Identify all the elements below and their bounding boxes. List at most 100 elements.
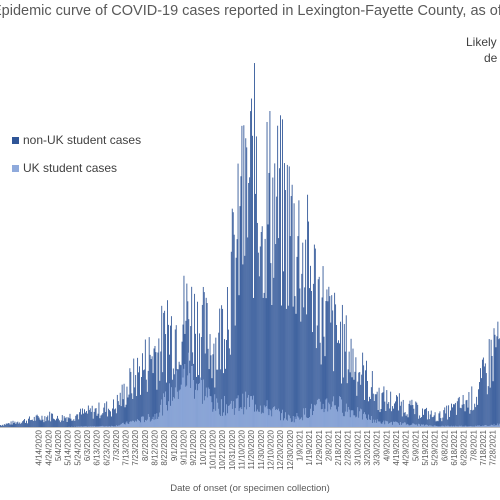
bar-uk: [100, 426, 102, 427]
bar-uk: [92, 426, 94, 427]
bar-non-uk: [218, 332, 220, 427]
bar-non-uk: [39, 419, 41, 427]
bar-uk: [453, 426, 455, 427]
bar-uk: [193, 380, 195, 427]
bar-uk: [234, 408, 236, 427]
bar-uk: [98, 426, 100, 427]
legend: non-UK student cases UK student cases: [12, 132, 141, 188]
legend-swatch-uk: [12, 164, 19, 172]
bar-uk: [451, 425, 452, 427]
bar-uk: [189, 373, 191, 427]
bar-non-uk: [470, 409, 472, 427]
bar-uk: [454, 425, 456, 427]
bar-non-uk: [304, 287, 306, 427]
bar-non-uk: [65, 417, 67, 427]
bar-non-uk: [324, 356, 326, 427]
bar-uk: [489, 425, 491, 427]
bar-non-uk: [20, 423, 22, 427]
bar-uk: [239, 408, 241, 427]
bar-non-uk: [58, 420, 60, 427]
bar-non-uk: [370, 387, 372, 427]
x-tick-label: 1/19/2021: [305, 429, 314, 465]
bar-non-uk: [73, 419, 75, 427]
bar-uk: [120, 424, 122, 427]
bar-non-uk: [28, 418, 29, 427]
bar-non-uk: [486, 394, 488, 427]
bar-uk: [252, 399, 253, 427]
bar-non-uk: [195, 333, 196, 427]
bar-uk: [83, 426, 84, 427]
bar-uk: [356, 416, 358, 427]
bar-uk: [430, 425, 432, 427]
x-tick-label: 4/24/2020: [44, 429, 53, 465]
bar-uk: [371, 422, 373, 427]
bar-non-uk: [437, 421, 439, 427]
bar-non-uk: [283, 271, 284, 427]
bar-uk: [244, 407, 246, 427]
bar-non-uk: [197, 301, 198, 427]
bar-uk: [141, 416, 142, 427]
bar-non-uk: [63, 416, 65, 427]
bar-uk: [260, 413, 262, 427]
bar-non-uk: [284, 190, 286, 427]
x-axis-label: Date of onset (or specimen collection): [170, 483, 330, 494]
bar-non-uk: [443, 410, 445, 427]
bar-uk: [226, 404, 227, 427]
x-tick-label: 5/29/2021: [431, 429, 440, 465]
bar-uk: [450, 426, 451, 427]
bar-non-uk: [209, 334, 211, 427]
bar-non-uk: [458, 396, 460, 427]
bar-non-uk: [429, 414, 431, 427]
bar-uk: [268, 415, 270, 427]
bar-uk: [443, 425, 445, 427]
bar-uk: [133, 420, 135, 427]
bar-uk: [270, 410, 272, 427]
bar-uk: [118, 425, 120, 427]
bar-non-uk: [10, 421, 12, 427]
bar-non-uk: [427, 411, 429, 427]
bar-uk: [372, 419, 374, 427]
bar-non-uk: [64, 418, 66, 427]
bar-non-uk: [418, 418, 420, 427]
bar-non-uk: [94, 408, 96, 427]
bar-non-uk: [306, 314, 308, 427]
bar-uk: [128, 424, 130, 427]
bar-non-uk: [286, 164, 288, 427]
bar-non-uk: [323, 336, 325, 427]
bar-non-uk: [42, 419, 44, 427]
bar-uk: [362, 419, 364, 427]
bar-uk: [293, 422, 295, 427]
bar-uk: [444, 426, 446, 427]
legend-item-uk: UK student cases: [12, 160, 141, 176]
bar-non-uk: [252, 135, 253, 427]
bar-uk: [351, 410, 353, 427]
bar-non-uk: [385, 411, 387, 427]
bar-uk: [149, 421, 151, 427]
bar-non-uk: [139, 366, 140, 427]
bar-non-uk: [111, 416, 112, 427]
bar-uk: [414, 424, 416, 427]
bar-uk: [101, 426, 103, 427]
x-tick-label: 5/14/2020: [64, 429, 73, 465]
bar-non-uk: [26, 420, 27, 427]
bar-non-uk: [392, 406, 394, 427]
bar-uk: [85, 426, 86, 427]
bar-non-uk: [344, 351, 346, 427]
bar-uk: [398, 425, 400, 427]
bar-uk: [363, 413, 365, 427]
bar-non-uk: [439, 411, 441, 427]
x-tick-label: 5/9/2021: [411, 429, 420, 461]
bar-uk: [273, 406, 275, 427]
bar-uk: [325, 399, 327, 427]
bar-non-uk: [481, 378, 482, 427]
bar-non-uk: [413, 408, 415, 427]
bar-uk: [410, 424, 412, 427]
bar-non-uk: [213, 343, 215, 427]
x-tick-label: 3/20/2021: [363, 429, 372, 465]
bar-uk: [170, 405, 171, 427]
bar-non-uk: [354, 371, 356, 427]
legend-label-uk: UK student cases: [23, 161, 118, 175]
bar-non-uk: [368, 396, 370, 427]
bar-uk: [461, 426, 463, 427]
bar-uk: [212, 411, 214, 427]
